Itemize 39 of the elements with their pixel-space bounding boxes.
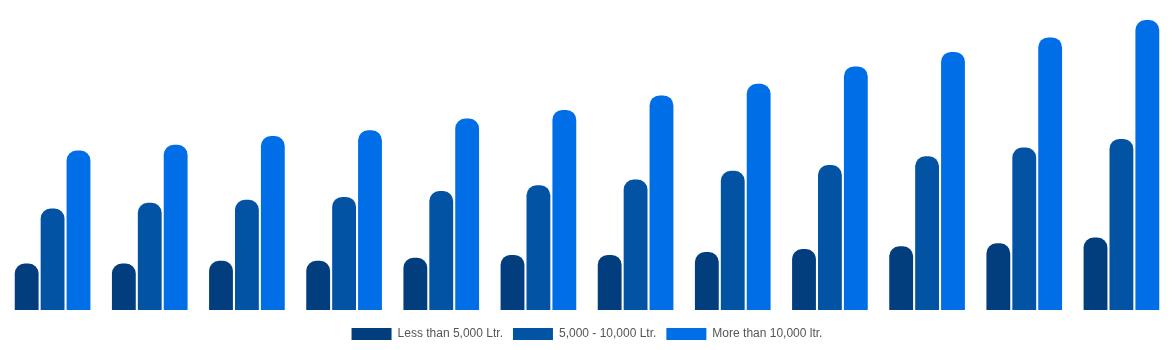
legend-label: Less than 5,000 Ltr. (397, 326, 503, 341)
bar (843, 66, 868, 310)
bar (552, 109, 577, 310)
bar (720, 170, 745, 310)
bar (889, 246, 914, 310)
bar (1109, 138, 1134, 310)
bar (597, 254, 622, 310)
bar (649, 95, 674, 310)
bar (792, 249, 816, 310)
bar (1038, 37, 1063, 310)
bar (358, 130, 382, 310)
bar (137, 202, 162, 310)
bar (1135, 20, 1160, 310)
bar (526, 185, 551, 310)
bar (306, 260, 331, 310)
bar (1012, 147, 1037, 310)
bar (163, 144, 188, 310)
bar (500, 254, 525, 310)
bar (209, 260, 233, 310)
bar (429, 191, 454, 310)
bar (111, 263, 136, 310)
bar (332, 196, 356, 310)
bar (818, 165, 842, 310)
bar (455, 118, 480, 310)
bar (1083, 237, 1108, 310)
bar (915, 156, 939, 310)
bar (235, 199, 259, 310)
bar (403, 257, 428, 310)
legend-label: 5,000 - 10,000 Ltr. (558, 326, 657, 341)
bar (941, 51, 965, 310)
bar (14, 263, 39, 310)
bar (694, 252, 719, 310)
bar (260, 136, 285, 310)
bar (40, 208, 65, 310)
legend-label: More than 10,000 ltr. (712, 326, 823, 341)
bar (66, 150, 91, 310)
bar (986, 243, 1011, 310)
bar (623, 179, 648, 310)
bar (746, 83, 771, 310)
